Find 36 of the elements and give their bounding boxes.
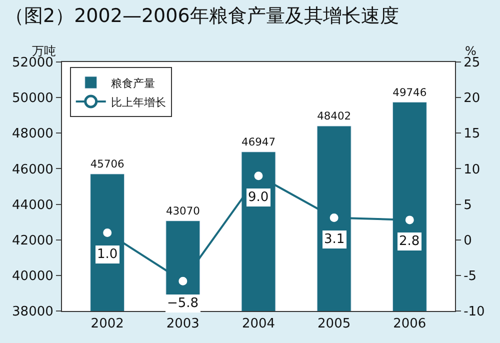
y-axis-title: 万吨 xyxy=(32,44,56,58)
chart-title: （图2）2002—2006年粮食产量及其增长速度 xyxy=(5,4,399,27)
x-tick-label: 2002 xyxy=(90,316,124,332)
data-label: 1.0 xyxy=(97,247,118,262)
data-label: −5.8 xyxy=(167,296,199,311)
data-label: 48402 xyxy=(317,110,352,123)
y-tick-label: 44000 xyxy=(12,198,54,213)
y2-tick-label: 20 xyxy=(464,91,480,106)
y2-tick-label: 10 xyxy=(464,162,480,178)
y-tick-label: 52000 xyxy=(12,56,54,71)
data-label: 2.8 xyxy=(399,234,420,249)
y2-tick-label: -5 xyxy=(464,268,477,284)
y-tick-label: 50000 xyxy=(12,91,54,106)
y2-tick-label: 15 xyxy=(464,126,480,142)
y-tick-label: 48000 xyxy=(12,126,54,142)
y-tick-label: 40000 xyxy=(12,268,54,284)
y2-tick-label: -10 xyxy=(464,304,485,320)
y2-tick-label: 25 xyxy=(464,56,480,71)
y-tick-label: 38000 xyxy=(12,304,54,320)
y2-tick-label: 5 xyxy=(464,198,472,213)
data-label: 3.1 xyxy=(324,232,345,247)
y2-axis-title: % xyxy=(465,44,476,58)
y-tick-label: 46000 xyxy=(12,162,54,178)
data-label: 46947 xyxy=(242,136,276,149)
x-tick-label: 2004 xyxy=(242,316,276,332)
data-label: 49746 xyxy=(392,86,427,99)
x-tick-label: 2003 xyxy=(166,316,200,332)
legend-label: 粮食产量 xyxy=(110,76,155,90)
x-tick-label: 2006 xyxy=(393,316,426,332)
data-label: 9.0 xyxy=(248,190,269,205)
y2-tick-label: 0 xyxy=(464,233,472,248)
x-tick-label: 2005 xyxy=(318,316,351,332)
data-label: 43070 xyxy=(166,204,200,218)
y-tick-label: 42000 xyxy=(12,233,54,248)
legend-label: 比上年增长 xyxy=(110,96,166,109)
data-label: 45706 xyxy=(90,158,125,171)
